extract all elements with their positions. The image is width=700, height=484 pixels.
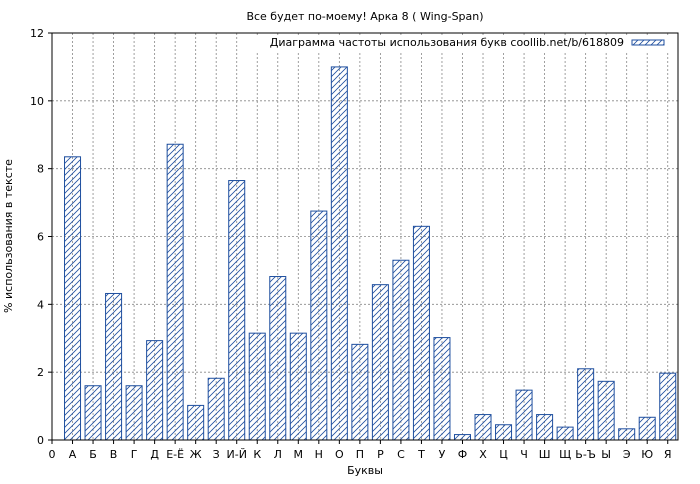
bar	[84, 385, 102, 441]
x-tick-label: Ь-Ъ	[575, 448, 596, 461]
bar	[371, 284, 389, 441]
x-tick-label: П	[356, 448, 364, 461]
bar	[125, 385, 143, 441]
y-tick-label: 10	[30, 95, 44, 108]
bar	[536, 414, 554, 441]
x-tick-label: Ж	[190, 448, 202, 461]
bar	[64, 156, 82, 441]
x-tick-label: Ю	[641, 448, 653, 461]
bar	[638, 416, 656, 441]
legend-box	[242, 35, 674, 51]
x-axis-label: Буквы	[347, 464, 383, 477]
x-tick-label: И-Й	[227, 448, 247, 461]
x-tick-label: Е-Ё	[166, 448, 184, 461]
bar	[289, 332, 307, 441]
y-tick-label: 2	[37, 366, 44, 379]
x-tick-label: Х	[479, 448, 487, 461]
x-tick-label: Р	[377, 448, 384, 461]
x-tick-label: Э	[623, 448, 631, 461]
bar	[392, 259, 410, 441]
legend: Диаграмма частоты использования букв coo…	[242, 35, 674, 51]
x-tick-label: Д	[150, 448, 159, 461]
chart-title: Все будет по-моему! Арка 8 ( Wing-Span)	[246, 10, 483, 23]
x-tick-label: О	[335, 448, 344, 461]
x-tick-label: С	[397, 448, 405, 461]
bar	[166, 143, 184, 441]
bar	[453, 434, 471, 441]
x-tick-label: Я	[664, 448, 672, 461]
bar	[412, 225, 430, 441]
bar	[618, 428, 636, 441]
x-tick-label: Ч	[520, 448, 528, 461]
bar	[146, 340, 164, 441]
bar	[207, 377, 225, 441]
bar	[310, 210, 328, 441]
x-tick-label: Ц	[499, 448, 508, 461]
bar	[228, 180, 246, 441]
bar	[187, 404, 205, 441]
x-tick-label: Ш	[539, 448, 551, 461]
bar	[105, 292, 123, 441]
y-tick-label: 6	[37, 231, 44, 244]
bar	[597, 380, 615, 441]
x-tick-label: Г	[131, 448, 138, 461]
y-axis-label: % использования в тексте	[2, 159, 15, 313]
x-tick-label: Л	[274, 448, 282, 461]
bar	[495, 424, 513, 441]
x-tick-label: В	[110, 448, 118, 461]
bar	[351, 343, 369, 441]
x-tick-label: А	[69, 448, 77, 461]
legend-swatch	[631, 39, 665, 46]
bars	[64, 66, 677, 441]
x-tick-label: Н	[315, 448, 323, 461]
bar	[248, 332, 266, 441]
x-tick-label: К	[253, 448, 261, 461]
bar	[556, 426, 574, 441]
x-tick-label: М	[294, 448, 304, 461]
bar	[577, 368, 595, 441]
x-tick-label: Б	[89, 448, 97, 461]
bar	[474, 414, 492, 441]
x-tick-label: У	[439, 448, 446, 461]
x-tick-label: Т	[417, 448, 425, 461]
bar	[659, 372, 677, 441]
bar	[433, 337, 451, 441]
x-tick-label: 0	[49, 448, 56, 461]
x-tick-label: Щ	[559, 448, 571, 461]
bar	[269, 276, 287, 441]
x-tick-label: Ы	[601, 448, 611, 461]
y-tick-label: 12	[30, 27, 44, 40]
x-tick-label: З	[213, 448, 220, 461]
y-tick-label: 8	[37, 163, 44, 176]
y-tick-label: 4	[37, 298, 44, 311]
legend-label: Диаграмма частоты использования букв coo…	[270, 36, 624, 49]
y-tick-label: 0	[37, 434, 44, 447]
bar	[515, 389, 533, 441]
x-tick-label: Ф	[458, 448, 467, 461]
bar	[330, 66, 348, 441]
grid	[52, 33, 678, 440]
